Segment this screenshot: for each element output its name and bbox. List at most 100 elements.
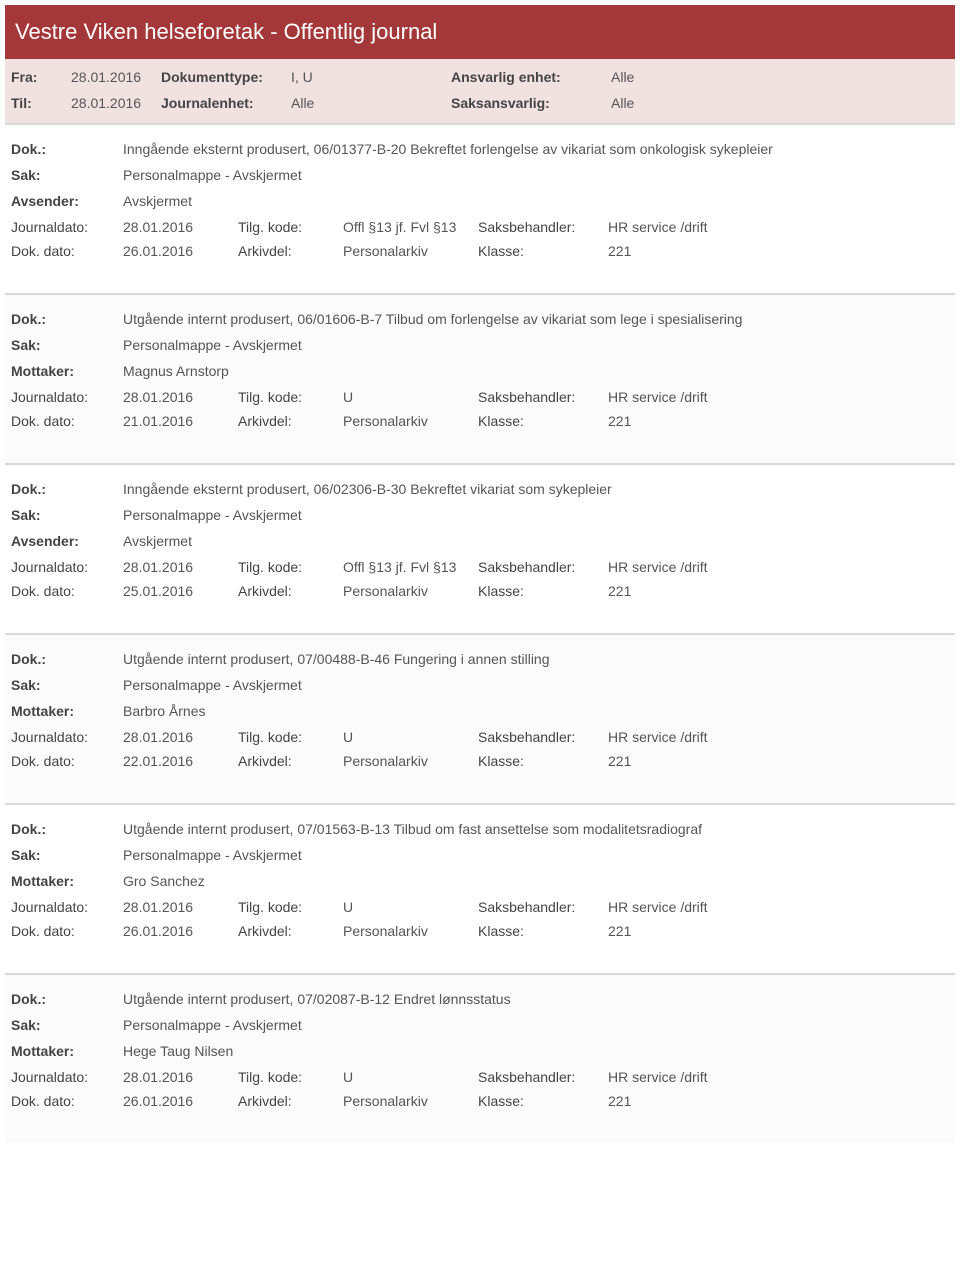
sak-value: Personalmappe - Avskjermet xyxy=(123,337,949,353)
journaldato-value: 28.01.2016 xyxy=(123,1069,238,1085)
arkivdel-label: Arkivdel: xyxy=(238,413,343,429)
filter-saksansvarlig-value: Alle xyxy=(611,95,771,111)
saksbehandler-value: HR service /drift xyxy=(608,899,949,915)
tilgkode-value: Offl §13 jf. Fvl §13 xyxy=(343,559,478,575)
klasse-value: 221 xyxy=(608,583,949,599)
tilgkode-label: Tilg. kode: xyxy=(238,389,343,405)
party-value: Hege Taug Nilsen xyxy=(123,1043,949,1059)
klasse-label: Klasse: xyxy=(478,753,608,769)
dokdato-label: Dok. dato: xyxy=(11,1093,123,1109)
dok-value: Utgående internt produsert, 07/00488-B-4… xyxy=(123,651,949,667)
journal-entry: Dok.: Utgående internt produsert, 07/004… xyxy=(5,633,955,803)
sak-label: Sak: xyxy=(11,677,123,693)
filter-journalenhet-value: Alle xyxy=(291,95,451,111)
klasse-value: 221 xyxy=(608,413,949,429)
filter-til-value: 28.01.2016 xyxy=(71,95,161,111)
filter-til-label: Til: xyxy=(11,95,71,111)
dok-value: Utgående internt produsert, 07/01563-B-1… xyxy=(123,821,949,837)
journaldato-label: Journaldato: xyxy=(11,389,123,405)
journaldato-value: 28.01.2016 xyxy=(123,729,238,745)
dokdato-label: Dok. dato: xyxy=(11,923,123,939)
sak-value: Personalmappe - Avskjermet xyxy=(123,677,949,693)
arkivdel-label: Arkivdel: xyxy=(238,923,343,939)
party-label: Mottaker: xyxy=(11,1043,123,1059)
dokdato-label: Dok. dato: xyxy=(11,583,123,599)
saksbehandler-value: HR service /drift xyxy=(608,219,949,235)
arkivdel-value: Personalarkiv xyxy=(343,753,478,769)
dokdato-value: 26.01.2016 xyxy=(123,923,238,939)
filter-doktype-value: I, U xyxy=(291,69,451,85)
dokdato-value: 22.01.2016 xyxy=(123,753,238,769)
klasse-label: Klasse: xyxy=(478,1093,608,1109)
tilgkode-label: Tilg. kode: xyxy=(238,899,343,915)
saksbehandler-label: Saksbehandler: xyxy=(478,559,608,575)
party-value: Avskjermet xyxy=(123,193,949,209)
journaldato-label: Journaldato: xyxy=(11,729,123,745)
dok-label: Dok.: xyxy=(11,311,123,327)
dokdato-value: 21.01.2016 xyxy=(123,413,238,429)
tilgkode-label: Tilg. kode: xyxy=(238,219,343,235)
journal-entry: Dok.: Utgående internt produsert, 06/016… xyxy=(5,293,955,463)
journaldato-label: Journaldato: xyxy=(11,219,123,235)
entries-list: Dok.: Inngående eksternt produsert, 06/0… xyxy=(5,123,955,1143)
sak-label: Sak: xyxy=(11,1017,123,1033)
arkivdel-label: Arkivdel: xyxy=(238,583,343,599)
dokdato-value: 26.01.2016 xyxy=(123,243,238,259)
sak-label: Sak: xyxy=(11,337,123,353)
tilgkode-value: U xyxy=(343,729,478,745)
saksbehandler-value: HR service /drift xyxy=(608,389,949,405)
filter-doktype-label: Dokumenttype: xyxy=(161,69,291,85)
dok-value: Utgående internt produsert, 07/02087-B-1… xyxy=(123,991,949,1007)
arkivdel-value: Personalarkiv xyxy=(343,243,478,259)
dok-label: Dok.: xyxy=(11,141,123,157)
party-value: Gro Sanchez xyxy=(123,873,949,889)
sak-value: Personalmappe - Avskjermet xyxy=(123,847,949,863)
party-label: Mottaker: xyxy=(11,363,123,379)
saksbehandler-value: HR service /drift xyxy=(608,1069,949,1085)
dokdato-label: Dok. dato: xyxy=(11,243,123,259)
klasse-value: 221 xyxy=(608,923,949,939)
sak-value: Personalmappe - Avskjermet xyxy=(123,167,949,183)
arkivdel-label: Arkivdel: xyxy=(238,243,343,259)
arkivdel-label: Arkivdel: xyxy=(238,1093,343,1109)
saksbehandler-value: HR service /drift xyxy=(608,559,949,575)
klasse-value: 221 xyxy=(608,1093,949,1109)
tilgkode-label: Tilg. kode: xyxy=(238,1069,343,1085)
saksbehandler-label: Saksbehandler: xyxy=(478,1069,608,1085)
dokdato-label: Dok. dato: xyxy=(11,413,123,429)
arkivdel-value: Personalarkiv xyxy=(343,413,478,429)
saksbehandler-label: Saksbehandler: xyxy=(478,729,608,745)
journal-entry: Dok.: Utgående internt produsert, 07/015… xyxy=(5,803,955,973)
klasse-label: Klasse: xyxy=(478,243,608,259)
saksbehandler-label: Saksbehandler: xyxy=(478,389,608,405)
journal-entry: Dok.: Inngående eksternt produsert, 06/0… xyxy=(5,463,955,633)
party-value: Barbro Årnes xyxy=(123,703,949,719)
journal-entry: Dok.: Inngående eksternt produsert, 06/0… xyxy=(5,123,955,293)
journaldato-label: Journaldato: xyxy=(11,899,123,915)
saksbehandler-value: HR service /drift xyxy=(608,729,949,745)
tilgkode-value: U xyxy=(343,899,478,915)
saksbehandler-label: Saksbehandler: xyxy=(478,899,608,915)
party-label: Avsender: xyxy=(11,193,123,209)
journaldato-value: 28.01.2016 xyxy=(123,389,238,405)
klasse-label: Klasse: xyxy=(478,923,608,939)
party-label: Mottaker: xyxy=(11,703,123,719)
dok-value: Utgående internt produsert, 06/01606-B-7… xyxy=(123,311,949,327)
journaldato-value: 28.01.2016 xyxy=(123,899,238,915)
dok-label: Dok.: xyxy=(11,651,123,667)
dok-value: Inngående eksternt produsert, 06/02306-B… xyxy=(123,481,949,497)
filter-panel: Fra: 28.01.2016 Dokumenttype: I, U Ansva… xyxy=(5,59,955,123)
dok-label: Dok.: xyxy=(11,481,123,497)
journaldato-value: 28.01.2016 xyxy=(123,219,238,235)
sak-label: Sak: xyxy=(11,847,123,863)
arkivdel-label: Arkivdel: xyxy=(238,753,343,769)
dokdato-label: Dok. dato: xyxy=(11,753,123,769)
tilgkode-value: U xyxy=(343,1069,478,1085)
tilgkode-label: Tilg. kode: xyxy=(238,729,343,745)
journaldato-value: 28.01.2016 xyxy=(123,559,238,575)
klasse-label: Klasse: xyxy=(478,413,608,429)
klasse-label: Klasse: xyxy=(478,583,608,599)
sak-value: Personalmappe - Avskjermet xyxy=(123,507,949,523)
party-label: Avsender: xyxy=(11,533,123,549)
dok-value: Inngående eksternt produsert, 06/01377-B… xyxy=(123,141,949,157)
